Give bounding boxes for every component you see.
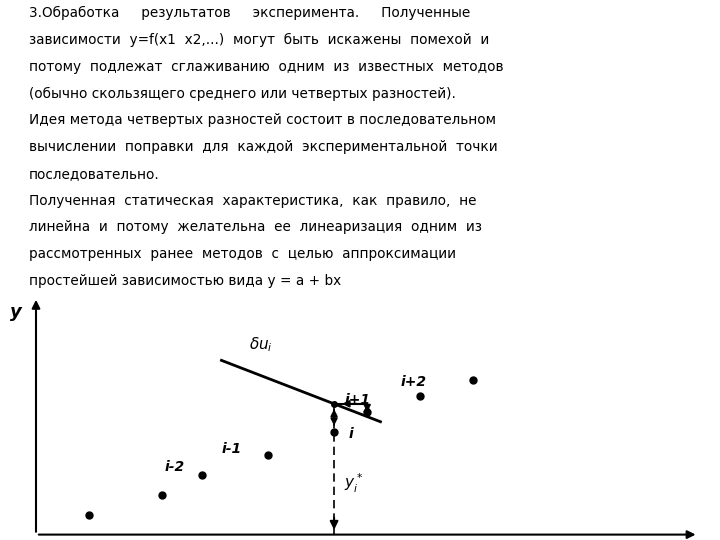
Text: $\delta u_i$: $\delta u_i$ — [249, 336, 273, 354]
Text: i+2: i+2 — [400, 375, 426, 389]
Text: i-2: i-2 — [165, 460, 185, 474]
Text: последовательно.: последовательно. — [29, 167, 160, 181]
Text: линейна  и  потому  желательна  ее  линеаризация  одним  из: линейна и потому желательна ее линеариза… — [29, 220, 482, 234]
Text: Идея метода четвертых разностей состоит в последовательном: Идея метода четвертых разностей состоит … — [29, 113, 496, 127]
Text: y: y — [10, 303, 22, 321]
Text: потому  подлежат  сглаживанию  одним  из  известных  методов: потому подлежат сглаживанию одним из изв… — [29, 60, 503, 74]
Text: (обычно скользящего среднего или четвертых разностей).: (обычно скользящего среднего или четверт… — [29, 86, 456, 101]
Text: i: i — [348, 427, 354, 441]
Text: Полученная  статическая  характеристика,  как  правило,  не: Полученная статическая характеристика, к… — [29, 194, 477, 208]
Text: вычислении  поправки  для  каждой  экспериментальной  точки: вычислении поправки для каждой экспериме… — [29, 140, 498, 154]
Text: $y_i^*$: $y_i^*$ — [344, 471, 364, 495]
Text: простейшей зависимостью вида y = a + bx: простейшей зависимостью вида y = a + bx — [29, 274, 341, 288]
Text: зависимости  y=f(x1  x2,...)  могут  быть  искажены  помехой  и: зависимости y=f(x1 x2,...) могут быть ис… — [29, 33, 489, 47]
Text: 3.Обработка     результатов     эксперимента.     Полученные: 3.Обработка результатов эксперимента. По… — [29, 6, 470, 21]
Text: i-1: i-1 — [221, 442, 241, 456]
Text: i+1: i+1 — [344, 393, 370, 407]
Text: рассмотренных  ранее  методов  с  целью  аппроксимации: рассмотренных ранее методов с целью аппр… — [29, 247, 456, 261]
